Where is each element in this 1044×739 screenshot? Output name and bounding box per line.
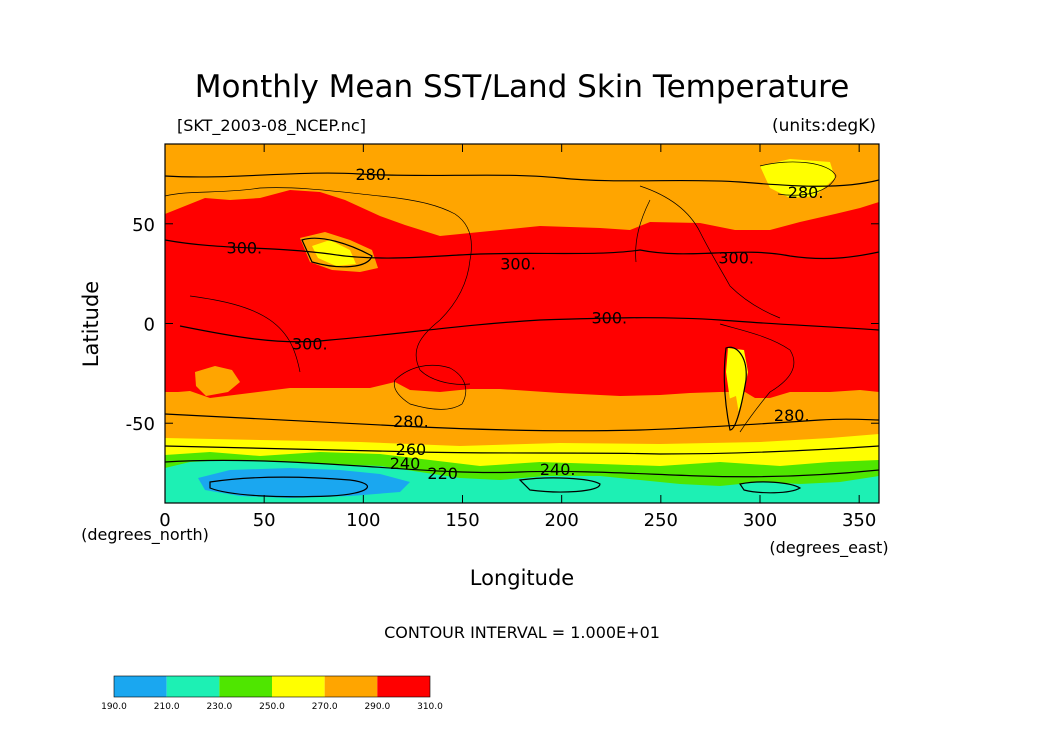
contour-label: 240 xyxy=(390,454,421,473)
colorbar-level-label: 210.0 xyxy=(154,702,180,712)
x-tick-label: 250 xyxy=(644,510,678,531)
band-blue xyxy=(198,468,410,498)
colorbar-swatch xyxy=(324,676,378,697)
y-units-label: (degrees_north) xyxy=(81,525,209,545)
contour-label: 260 xyxy=(396,440,427,459)
x-tick-label: 100 xyxy=(346,510,380,531)
colorbar-level-label: 290.0 xyxy=(364,702,390,712)
coastlines xyxy=(165,161,837,433)
contour-label: 240. xyxy=(540,460,576,479)
x-tick-label: 150 xyxy=(445,510,479,531)
contour-label: 220 xyxy=(427,464,458,483)
contour-label: 280. xyxy=(774,406,810,425)
colorbar-swatch xyxy=(272,676,325,697)
x-tick-label: 200 xyxy=(544,510,578,531)
colorbar-swatch xyxy=(219,676,272,697)
colorbar: 190.0 210.0 230.0 250.0 270.0 290.0 310.0 xyxy=(101,675,443,712)
y-tick-label: 50 xyxy=(132,215,155,236)
colorbar-level-label: 250.0 xyxy=(259,702,285,712)
map-field xyxy=(165,144,879,503)
y-axis: -50 0 50 xyxy=(126,215,879,435)
pocket-tibet-yellow xyxy=(312,240,356,266)
contour-lines xyxy=(165,172,879,498)
colorbar-level-label: 190.0 xyxy=(101,702,127,712)
chart-title: Monthly Mean SST/Land Skin Temperature xyxy=(195,69,850,105)
y-tick-label: -50 xyxy=(126,414,155,435)
contour-label: 300. xyxy=(591,309,627,328)
contour-label: 280. xyxy=(393,412,429,431)
contour-label-group: 280.280.300.300. 300.300.300.280. 280.2602… xyxy=(227,165,824,483)
contour-interval-label: CONTOUR INTERVAL = 1.000E+01 xyxy=(384,623,660,642)
y-axis-title: Latitude xyxy=(79,281,103,367)
x-units-label: (degrees_east) xyxy=(769,538,888,558)
colorbar-frame xyxy=(113,675,431,698)
x-axis-title: Longitude xyxy=(470,566,574,590)
contour-label: 280. xyxy=(355,165,391,184)
pocket-andes-orange xyxy=(726,396,740,432)
colorbar-level-label: 270.0 xyxy=(312,702,338,712)
colorbar-swatch xyxy=(166,676,220,697)
contour-label: 300. xyxy=(227,239,263,258)
colorbar-level-label: 310.0 xyxy=(417,702,443,712)
colorbar-swatch xyxy=(114,676,167,697)
x-tick-label: 300 xyxy=(743,510,777,531)
contour-label: 300. xyxy=(718,249,754,268)
pocket-greenland xyxy=(760,159,835,198)
colorbar-level-label: 230.0 xyxy=(206,702,232,712)
x-tick-label: 50 xyxy=(253,510,276,531)
contour-label: 300. xyxy=(292,334,328,353)
contour-label: 280. xyxy=(788,183,824,202)
pocket-australia xyxy=(195,366,240,396)
colorbar-swatch xyxy=(377,676,430,697)
units-label: (units:degK) xyxy=(772,116,876,136)
file-label: [SKT_2003-08_NCEP.nc] xyxy=(177,116,366,136)
x-axis: 0 50 100 150 200 250 300 350 xyxy=(159,144,876,531)
x-tick-label: 0 xyxy=(159,510,170,531)
y-tick-label: 0 xyxy=(144,315,155,336)
contour-label: 300. xyxy=(500,255,536,274)
x-tick-label: 350 xyxy=(842,510,876,531)
